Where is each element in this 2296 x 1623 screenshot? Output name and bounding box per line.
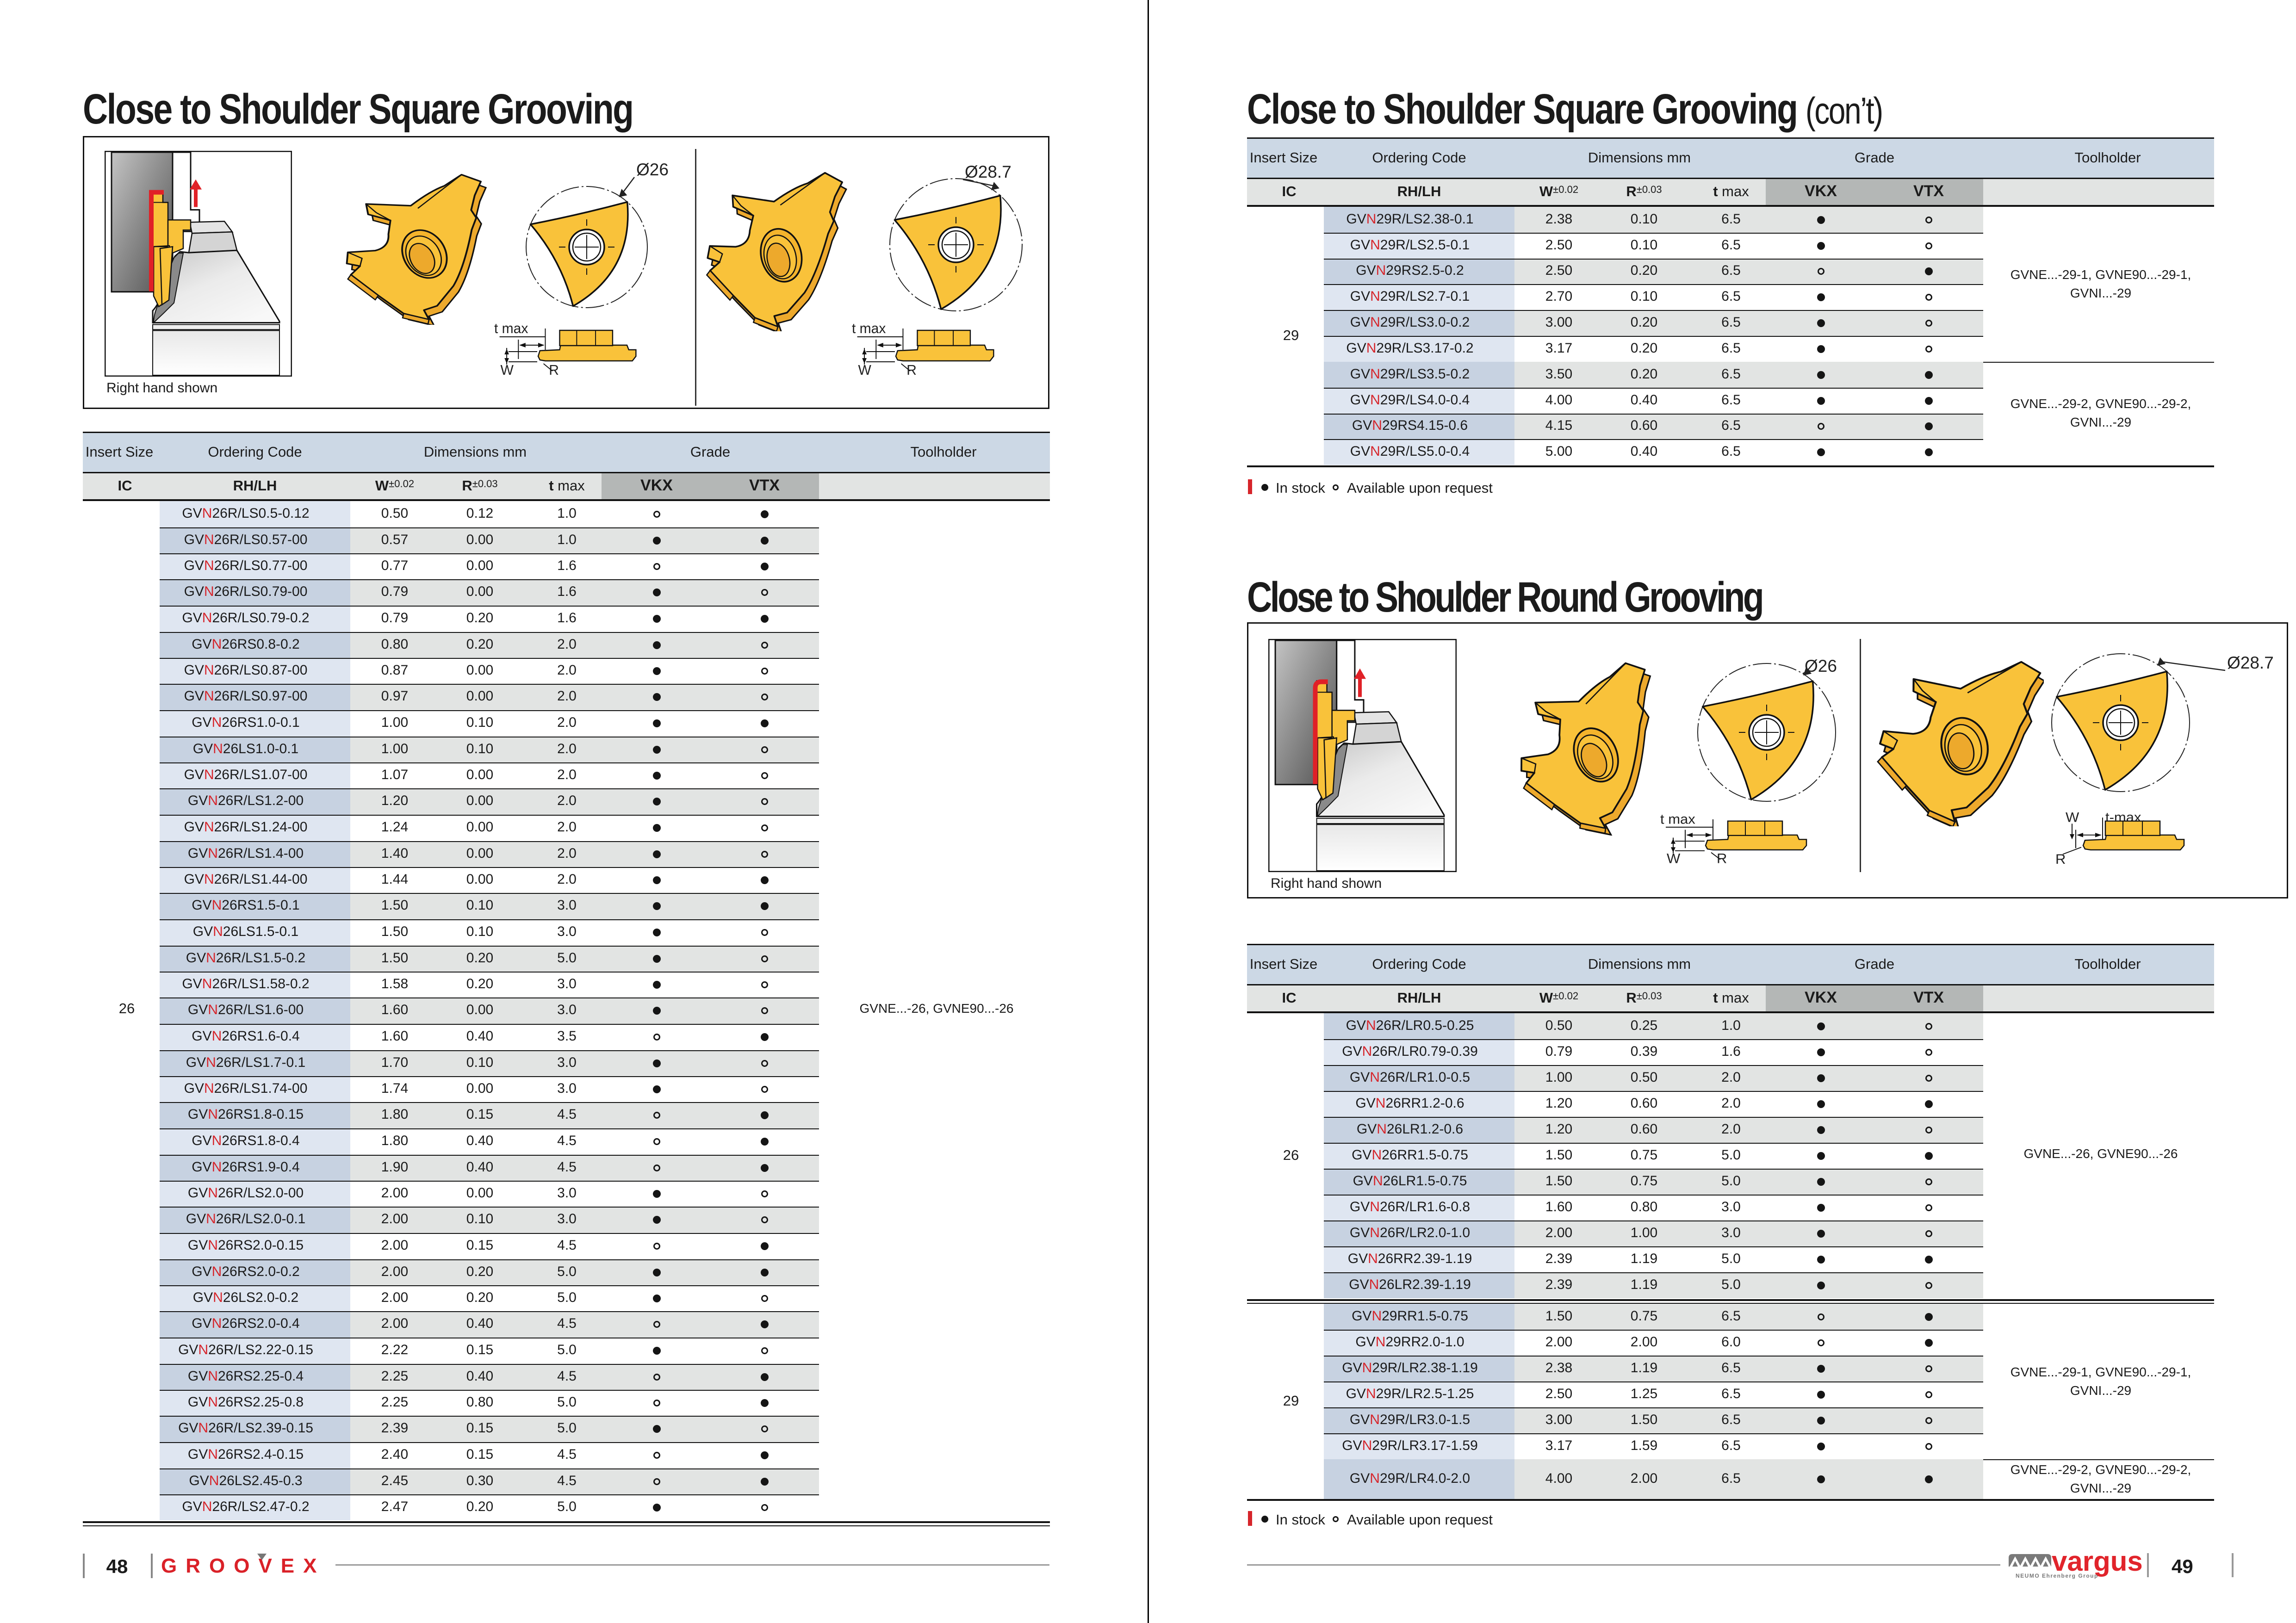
svg-text:t max: t max	[1660, 812, 1695, 827]
svg-text:R: R	[906, 362, 917, 377]
svg-text:Ø26: Ø26	[1805, 657, 1837, 675]
svg-text:R: R	[2055, 852, 2066, 865]
svg-text:t max: t max	[494, 321, 528, 337]
svg-text:Ø26: Ø26	[636, 160, 669, 179]
svg-text:t max: t max	[852, 321, 886, 337]
svg-text:W: W	[1667, 851, 1681, 865]
svg-text:Ø28.7: Ø28.7	[965, 162, 1011, 181]
svg-text:Ø28.7: Ø28.7	[2227, 653, 2274, 672]
svg-text:R: R	[1717, 851, 1727, 865]
svg-text:R: R	[549, 362, 559, 377]
svg-text:W: W	[2066, 811, 2079, 825]
